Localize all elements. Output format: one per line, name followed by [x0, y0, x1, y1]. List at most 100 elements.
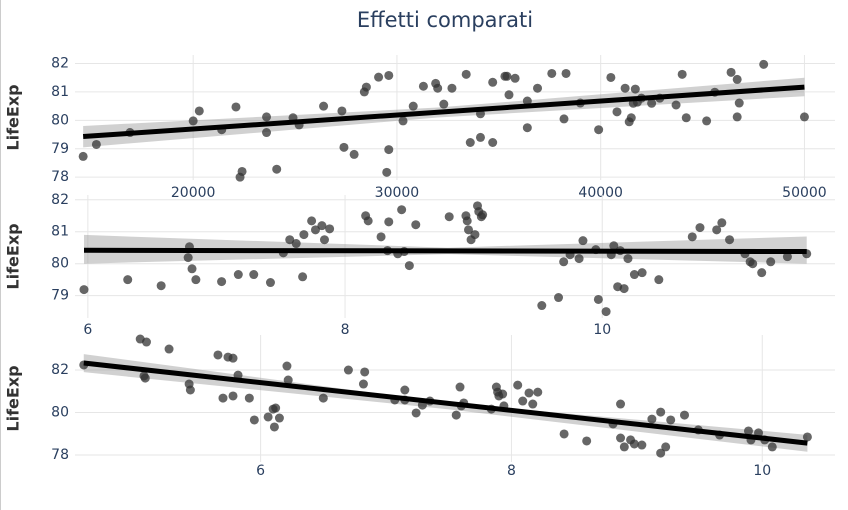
data-point	[578, 236, 588, 246]
y-tick-label: 78	[51, 447, 69, 463]
data-point	[361, 82, 371, 92]
data-point	[726, 67, 736, 77]
data-point	[626, 113, 636, 123]
data-point	[194, 106, 204, 116]
data-point	[91, 139, 101, 149]
y-tick-label: 82	[51, 362, 69, 378]
data-point	[637, 440, 647, 450]
data-point	[228, 353, 238, 363]
data-point	[274, 413, 284, 423]
data-point	[802, 432, 812, 442]
data-point	[339, 142, 349, 152]
data-point	[349, 149, 359, 159]
y-tick-label: 78	[51, 169, 69, 185]
data-point	[397, 205, 407, 215]
data-point	[559, 257, 569, 267]
data-point	[593, 294, 603, 304]
data-point	[298, 272, 308, 282]
data-point	[766, 257, 776, 267]
data-point	[400, 385, 410, 395]
data-point	[767, 442, 777, 452]
data-point	[504, 90, 514, 100]
x-tick-label: 10	[593, 322, 611, 338]
data-point	[702, 116, 712, 126]
data-point	[265, 278, 275, 288]
data-point	[695, 223, 705, 233]
data-point	[647, 414, 657, 424]
data-point	[291, 239, 301, 249]
data-point	[384, 70, 394, 80]
data-point	[518, 396, 528, 406]
data-point	[228, 391, 238, 401]
data-point	[759, 59, 769, 69]
data-point	[687, 232, 697, 242]
data-point	[249, 270, 259, 280]
data-point	[164, 344, 174, 354]
data-point	[249, 415, 259, 425]
y-tick-label: 82	[51, 192, 69, 208]
data-point	[629, 439, 639, 449]
data-point	[470, 230, 480, 240]
x-tick-label: 8	[507, 463, 516, 479]
data-point	[475, 132, 485, 142]
y-axis-title: LifeExp	[4, 223, 23, 289]
y-axis-title: LifeExp	[4, 84, 23, 150]
data-point	[732, 112, 742, 122]
data-point	[637, 268, 647, 278]
data-point	[140, 373, 150, 383]
data-point	[601, 307, 611, 317]
data-point	[681, 113, 691, 123]
data-point	[488, 138, 498, 147]
data-point	[307, 216, 317, 226]
y-axis-title: LifeExp	[4, 365, 23, 431]
data-point	[647, 98, 657, 108]
data-point	[337, 106, 347, 116]
data-point	[283, 375, 293, 385]
data-point	[244, 393, 254, 403]
data-point	[411, 408, 421, 418]
data-point	[629, 270, 639, 280]
data-point	[433, 83, 443, 93]
x-tick-label: 30000	[375, 185, 420, 201]
y-tick-label: 79	[51, 288, 69, 304]
data-point	[455, 382, 465, 392]
data-point	[447, 83, 457, 93]
data-point	[213, 350, 223, 360]
data-point	[606, 72, 616, 82]
data-point	[782, 252, 792, 262]
data-point	[183, 253, 193, 263]
data-point	[418, 81, 428, 91]
x-tick-label: 6	[83, 322, 92, 338]
data-point	[237, 166, 247, 176]
data-point	[666, 415, 676, 425]
x-tick-label: 50000	[782, 185, 827, 201]
data-point	[528, 399, 538, 409]
data-point	[488, 77, 498, 87]
data-point	[478, 210, 488, 220]
data-point	[382, 167, 392, 177]
data-point	[231, 102, 241, 112]
x-tick-label: 10	[753, 463, 771, 479]
y-tick-label: 80	[51, 112, 69, 128]
data-point	[609, 241, 619, 251]
data-point	[677, 69, 687, 79]
data-point	[358, 379, 368, 389]
data-point	[680, 410, 690, 420]
data-point	[502, 71, 512, 81]
data-point	[547, 68, 557, 78]
data-point	[616, 399, 626, 409]
data-point	[461, 69, 471, 79]
data-point	[360, 367, 370, 377]
data-point	[533, 387, 543, 397]
fit-line	[83, 247, 807, 255]
data-point	[408, 101, 418, 111]
data-point	[510, 73, 520, 83]
data-point	[411, 220, 421, 230]
data-point	[537, 301, 547, 311]
data-point	[269, 422, 279, 432]
data-point	[554, 293, 564, 303]
data-point	[725, 235, 735, 245]
fit-line	[82, 84, 805, 140]
y-tick-label: 81	[51, 224, 69, 240]
x-tick-label: 20000	[171, 185, 216, 201]
